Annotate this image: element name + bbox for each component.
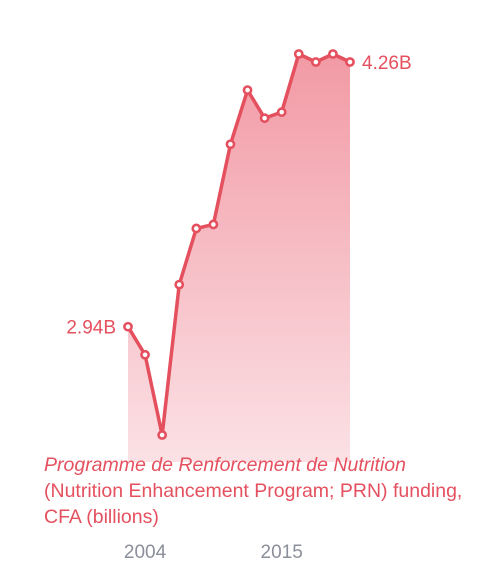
- start-value-label: 2.94B: [66, 318, 116, 339]
- label-layer: 2.94B 4.26B: [66, 53, 411, 339]
- data-point: [259, 113, 270, 124]
- caption-program-name: Programme de Renforcement de Nutrition: [44, 454, 406, 476]
- data-point: [123, 321, 133, 332]
- data-point: [140, 349, 150, 360]
- end-value-label: 4.26B: [362, 53, 412, 74]
- area-layer: [128, 54, 350, 462]
- x-axis-ticks: 2004 2015: [124, 542, 303, 563]
- series-area: [128, 54, 350, 462]
- data-point: [208, 219, 219, 230]
- data-point: [310, 57, 321, 67]
- x-tick-label: 2004: [124, 542, 167, 563]
- data-point: [157, 430, 168, 440]
- x-tick-label: 2015: [261, 542, 303, 563]
- data-point: [293, 49, 304, 59]
- data-point: [328, 49, 338, 59]
- chart-caption: Programme de Renforcement de Nutrition (…: [44, 452, 484, 530]
- data-point: [276, 107, 287, 118]
- point-layer: [123, 49, 355, 440]
- data-point: [225, 139, 236, 150]
- caption-description: (Nutrition Enhancement Program; PRN) fun…: [44, 480, 463, 528]
- data-point: [191, 223, 202, 234]
- data-point: [174, 279, 185, 290]
- data-point: [242, 85, 253, 95]
- data-point: [345, 57, 355, 67]
